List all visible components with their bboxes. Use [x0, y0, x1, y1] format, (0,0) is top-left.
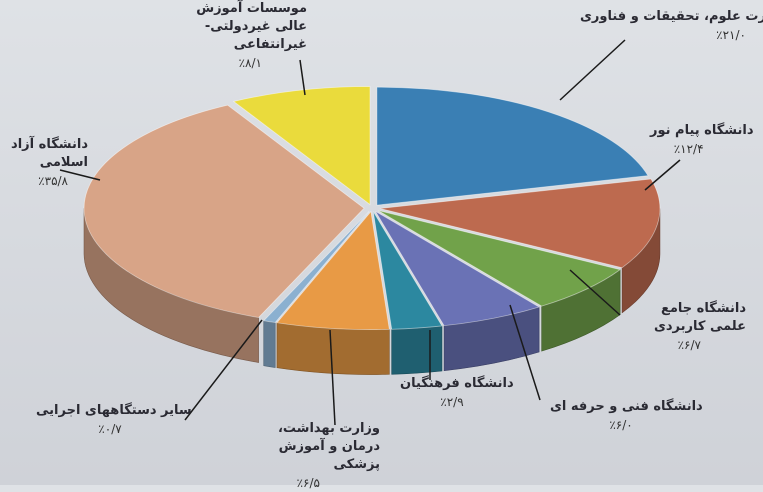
label-elmi-karbordi: دانشگاه جامع علمی کاربردی ٪۶/۷	[636, 300, 746, 354]
pie-slice-slice-1	[379, 178, 661, 269]
label-nonprofit-institutes: موسسات آموزش عالی غیردولتی-غیرانتفاعی ٪۸…	[172, 0, 307, 72]
pie-slice-slice-8	[232, 86, 371, 206]
leader-line-8	[299, 59, 306, 96]
label-fanni-herfei: دانشگاه فنی و حرفه ای ٪۶/۰	[550, 398, 703, 434]
label-elmi-karbordi-pct: ٪۶/۷	[677, 338, 701, 352]
label-farhangian: دانشگاه فرهنگیان ٪۲/۹	[400, 375, 514, 411]
leader-line-1	[644, 159, 681, 191]
label-payame-noor: دانشگاه پیام نور ٪۱۲/۴	[650, 122, 754, 158]
pie-slice-slice-3	[375, 210, 541, 327]
pie-slice-slice-2	[377, 210, 622, 307]
leader-line-2	[569, 269, 621, 316]
label-health-ministry: وزارت بهداشت، درمان و آموزش پزشکی ٪۶/۵	[245, 420, 380, 492]
pie-side-slice-6	[263, 320, 276, 368]
label-ministry-science: وزارت علوم، تحقیقات و فناوری ٪۲۱/۰	[580, 8, 763, 44]
label-azad-university-name: دانشگاه آزاد اسلامی	[11, 137, 88, 170]
leader-line-5	[329, 329, 336, 426]
pie-side-slice-5	[276, 322, 390, 375]
label-azad-university-pct: ٪۳۵/۸	[38, 174, 68, 188]
pie-slice-slice-5	[276, 210, 390, 330]
pie-slice-slice-6	[262, 211, 370, 323]
leader-line-6	[184, 319, 263, 421]
label-nonprofit-institutes-name: موسسات آموزش عالی غیردولتی-غیرانتفاعی	[196, 1, 307, 52]
leader-line-0	[559, 39, 626, 101]
pie-slice-slice-7	[83, 104, 365, 318]
label-payame-noor-name: دانشگاه پیام نور	[650, 123, 754, 138]
pie-slice-slice-0	[376, 86, 649, 206]
label-elmi-karbordi-name: دانشگاه جامع علمی کاربردی	[653, 301, 746, 334]
label-fanni-herfei-pct: ٪۶/۰	[609, 418, 633, 432]
leader-lines	[59, 39, 681, 426]
label-health-ministry-name: وزارت بهداشت، درمان و آموزش پزشکی	[277, 421, 380, 472]
label-azad-university: دانشگاه آزاد اسلامی ٪۳۵/۸	[8, 136, 88, 190]
label-nonprofit-institutes-pct: ٪۸/۱	[238, 56, 262, 70]
label-ministry-science-name: وزارت علوم، تحقیقات و فناوری	[580, 9, 763, 24]
label-other-agencies: سایر دستگاههای اجرایی ٪۰/۷	[36, 402, 192, 438]
label-farhangian-pct: ٪۲/۹	[440, 395, 464, 409]
label-other-agencies-pct: ٪۰/۷	[98, 422, 122, 436]
pie-slice-slice-4	[372, 211, 443, 330]
label-health-ministry-pct: ٪۶/۵	[296, 476, 320, 490]
leader-line-7	[59, 169, 101, 181]
pie-side-slice-4	[391, 325, 443, 375]
leader-line-3	[509, 304, 541, 401]
label-farhangian-name: دانشگاه فرهنگیان	[400, 376, 514, 391]
pie-tops	[83, 86, 661, 330]
label-ministry-science-pct: ٪۲۱/۰	[716, 28, 746, 42]
label-payame-noor-pct: ٪۱۲/۴	[673, 142, 704, 156]
label-other-agencies-name: سایر دستگاههای اجرایی	[36, 403, 192, 418]
label-fanni-herfei-name: دانشگاه فنی و حرفه ای	[550, 399, 703, 414]
